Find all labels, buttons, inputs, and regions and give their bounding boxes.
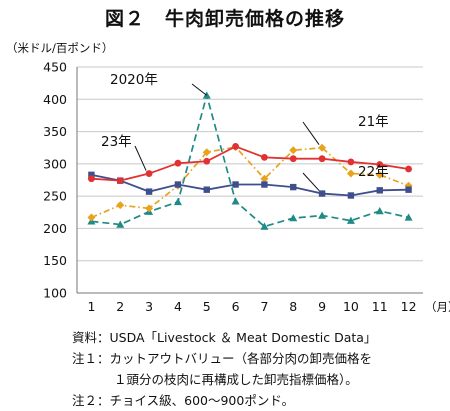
x-tick-label-9: 9	[318, 299, 326, 314]
source-note: 資料：USDA「Livestock ＆ Meat Domestic Data」	[72, 330, 377, 345]
series-3-point-9	[318, 155, 326, 163]
series-1-point-2	[116, 201, 125, 210]
y-tick-label-400: 400	[43, 92, 67, 107]
series-1-point-9	[318, 143, 327, 152]
series-1-point-1	[87, 213, 96, 222]
series-2-point-12	[405, 186, 412, 193]
y-tick-label-300: 300	[43, 156, 67, 171]
series-line-3	[91, 145, 409, 182]
series-0-point-4	[173, 197, 182, 206]
series-3-point-8	[289, 155, 297, 163]
note-1-line-2: １頭分の枝肉に再構成した卸売指標価格）。	[114, 372, 358, 387]
series-3-point-7	[261, 154, 268, 161]
series-1-point-10	[346, 169, 355, 178]
note-1-line-1: 注１：カットアウトバリュー（各部分肉の卸売価格を	[72, 351, 373, 366]
series-0-point-8	[289, 214, 298, 222]
series-0-point-2	[116, 220, 125, 228]
series-2-point-1	[88, 171, 95, 179]
series-line-2	[91, 173, 409, 197]
series-3-point-4	[174, 159, 182, 167]
series-3-point-6	[232, 143, 239, 150]
series-1-point-8	[289, 146, 298, 155]
callout-leader-0	[191, 83, 208, 96]
y-tick-label-350: 350	[43, 124, 67, 139]
callout-leader-1	[302, 121, 320, 146]
series-2-point-5	[203, 186, 210, 193]
series-3-point-10	[347, 158, 355, 166]
chart-title: 図２ 牛肉卸売価格の推移	[104, 8, 345, 30]
y-tick-label-450: 450	[43, 60, 67, 75]
series-2-point-3	[145, 188, 153, 195]
x-tick-label-5: 5	[203, 299, 211, 314]
series-2-point-9	[318, 190, 326, 197]
series-line-1	[91, 146, 409, 219]
y-axis-unit-label: （米ドル/百ポンド）	[6, 41, 114, 55]
x-tick-label-7: 7	[260, 299, 268, 314]
series-3-point-3	[145, 170, 153, 177]
x-tick-label-8: 8	[289, 299, 297, 314]
series-0-point-6	[231, 197, 240, 205]
callout-leader-3	[134, 145, 147, 171]
y-tick-label-150: 150	[43, 253, 67, 268]
x-axis-unit-label: （月）	[425, 300, 450, 314]
note-2: 注２：チョイス級、600～900ポンド。	[72, 393, 295, 408]
x-tick-label-4: 4	[174, 299, 182, 314]
y-tick-label-100: 100	[43, 286, 67, 301]
chart-notes: 資料：USDA「Livestock ＆ Meat Domestic Data」 …	[72, 327, 376, 411]
series-line-0	[91, 92, 409, 228]
y-tick-label-250: 250	[43, 189, 67, 204]
x-tick-label-1: 1	[87, 299, 95, 314]
series-0-point-10	[346, 216, 355, 224]
x-tick-label-6: 6	[232, 299, 240, 314]
series-2-point-11	[376, 187, 383, 194]
x-tick-label-2: 2	[116, 299, 124, 314]
series-2-point-8	[290, 183, 297, 191]
series-3-point-2	[116, 177, 124, 185]
series-3-point-5	[203, 157, 211, 165]
series-label-3: 23年	[101, 134, 132, 150]
x-tick-label-3: 3	[145, 299, 153, 314]
series-2-point-6	[232, 181, 239, 188]
series-3-point-1	[88, 175, 95, 183]
series-0-point-9	[318, 211, 327, 219]
series-label-1: 21年	[358, 114, 389, 130]
series-3-point-12	[405, 165, 412, 173]
series-1-point-11	[375, 170, 384, 179]
series-1-point-3	[145, 204, 154, 213]
series-2-point-7	[261, 181, 268, 188]
series-label-0: 2020年	[110, 72, 158, 88]
callout-leader-2	[302, 172, 320, 191]
series-1-point-5	[202, 148, 211, 157]
series-0-point-11	[375, 206, 384, 215]
x-tick-label-11: 11	[372, 299, 388, 314]
series-0-point-12	[404, 213, 413, 221]
series-3-point-11	[376, 161, 384, 168]
series-label-2: 22年	[358, 164, 389, 180]
x-tick-label-12: 12	[401, 299, 417, 314]
series-2-point-10	[347, 192, 355, 199]
series-1-point-7	[260, 174, 269, 183]
y-tick-label-200: 200	[43, 221, 67, 236]
series-2-point-4	[174, 181, 182, 188]
series-0-point-7	[260, 222, 269, 230]
x-tick-label-10: 10	[343, 299, 359, 314]
